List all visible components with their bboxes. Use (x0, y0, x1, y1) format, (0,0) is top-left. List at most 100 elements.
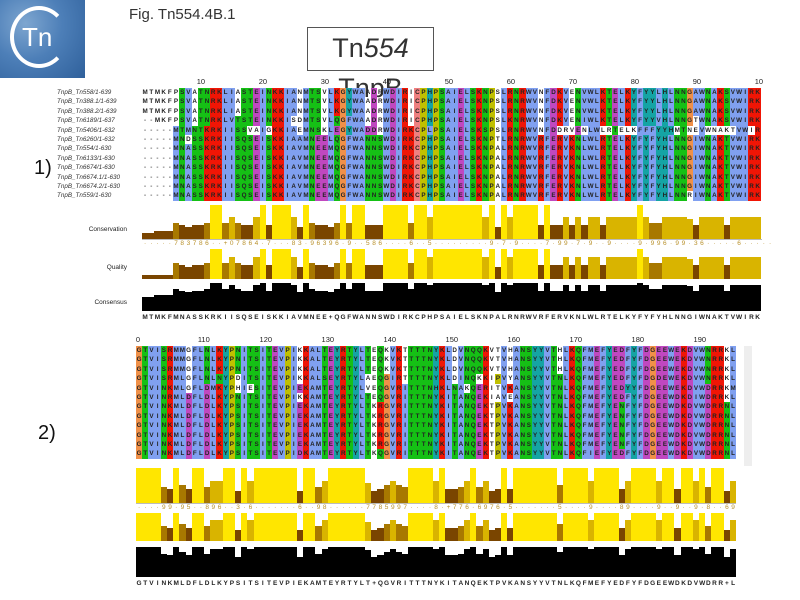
residue[interactable]: K (717, 191, 724, 201)
residue[interactable]: K (754, 163, 761, 173)
residue[interactable]: V (544, 364, 551, 375)
residue[interactable]: I (395, 191, 402, 201)
residue[interactable]: S (253, 430, 260, 440)
residue[interactable]: N (309, 181, 316, 192)
residue[interactable]: A (358, 172, 365, 182)
residue[interactable]: D (204, 402, 211, 412)
residue[interactable]: A (358, 153, 365, 164)
residue[interactable]: K (680, 439, 687, 450)
residue[interactable]: W (668, 346, 675, 356)
residue[interactable]: K (569, 449, 576, 459)
residue[interactable]: K (717, 106, 724, 117)
residue[interactable]: Y (532, 449, 539, 459)
residue[interactable]: T (489, 450, 494, 458)
residue[interactable]: G (340, 172, 347, 182)
residue[interactable]: S (377, 191, 384, 201)
residue[interactable]: L (593, 153, 600, 164)
residue[interactable]: N (680, 97, 687, 107)
residue[interactable]: Y (433, 364, 440, 375)
residue[interactable]: T (606, 88, 613, 98)
residue[interactable]: Q (470, 430, 477, 440)
residue[interactable]: G (136, 421, 143, 431)
residue[interactable]: Y (222, 449, 229, 459)
residue[interactable]: K (216, 430, 223, 440)
residue[interactable]: W (699, 421, 706, 431)
residue[interactable]: N (618, 402, 625, 412)
residue[interactable]: M (172, 153, 180, 164)
residue[interactable]: I (742, 163, 749, 173)
residue[interactable]: Y (538, 430, 545, 440)
residue[interactable]: V (729, 181, 736, 192)
residue[interactable]: Y (606, 355, 613, 365)
residue[interactable]: G (649, 402, 656, 412)
residue[interactable]: T (346, 383, 353, 393)
residue[interactable]: R (340, 402, 347, 412)
residue[interactable]: T (420, 392, 427, 403)
residue[interactable]: K (680, 402, 687, 412)
residue[interactable]: Y (630, 144, 637, 154)
residue[interactable]: N (705, 97, 712, 107)
residue[interactable]: D (655, 374, 662, 384)
residue[interactable]: E (550, 134, 557, 145)
residue[interactable]: S (525, 392, 532, 403)
residue[interactable]: A (445, 181, 452, 192)
residue[interactable]: S (235, 449, 242, 459)
residue[interactable]: K (717, 97, 724, 107)
residue[interactable]: K (216, 439, 223, 450)
residue[interactable]: N (680, 116, 687, 126)
residue[interactable]: A (711, 163, 718, 173)
residue[interactable]: T (346, 449, 353, 459)
residue[interactable]: P (228, 449, 235, 459)
residue[interactable]: V (501, 383, 508, 393)
residue[interactable]: T (142, 355, 149, 365)
residue[interactable]: K (216, 153, 223, 164)
residue[interactable]: M (327, 181, 334, 192)
residue[interactable]: M (172, 144, 180, 154)
residue[interactable]: R (377, 439, 384, 450)
residue[interactable]: S (191, 191, 198, 201)
residue[interactable]: - (162, 192, 165, 200)
residue[interactable]: L (618, 144, 625, 154)
residue[interactable]: E (327, 411, 334, 422)
residue[interactable]: V (501, 346, 508, 356)
residue[interactable]: P (494, 421, 502, 431)
residue[interactable]: I (241, 421, 248, 431)
residue[interactable]: P (488, 97, 495, 107)
residue[interactable]: V (544, 355, 551, 365)
residue[interactable]: V (729, 172, 736, 182)
residue[interactable]: S (439, 134, 446, 145)
residue[interactable]: T (364, 421, 372, 431)
residue[interactable]: K (371, 422, 377, 430)
residue[interactable]: M (172, 191, 180, 201)
residue[interactable]: K (556, 97, 563, 107)
residue[interactable]: M (315, 402, 322, 412)
residue[interactable]: N (482, 181, 489, 192)
residue[interactable]: N (705, 144, 712, 154)
residue[interactable]: K (624, 116, 631, 126)
residue[interactable]: I (154, 411, 161, 422)
residue[interactable]: E (593, 421, 601, 431)
residue[interactable]: V (365, 384, 371, 392)
residue[interactable]: T (408, 430, 415, 440)
residue[interactable]: Y (631, 355, 638, 365)
residue[interactable]: S (377, 172, 384, 182)
residue[interactable]: Y (222, 374, 229, 384)
residue[interactable]: S (469, 144, 477, 154)
residue[interactable]: G (383, 430, 390, 440)
residue[interactable]: V (729, 106, 736, 117)
residue[interactable]: F (649, 144, 656, 154)
residue[interactable]: T (420, 346, 427, 356)
residue[interactable]: Y (352, 374, 359, 384)
residue[interactable]: M (173, 439, 180, 450)
residue[interactable]: G (686, 116, 693, 126)
residue[interactable]: W (525, 144, 532, 154)
residue[interactable]: M (185, 125, 192, 135)
residue[interactable]: F (637, 134, 644, 145)
residue[interactable]: R (711, 383, 718, 393)
residue[interactable]: F (643, 125, 650, 135)
residue[interactable]: I (290, 402, 297, 412)
residue[interactable]: K (439, 346, 446, 356)
residue[interactable]: S (265, 163, 272, 173)
residue[interactable]: V (531, 181, 538, 192)
